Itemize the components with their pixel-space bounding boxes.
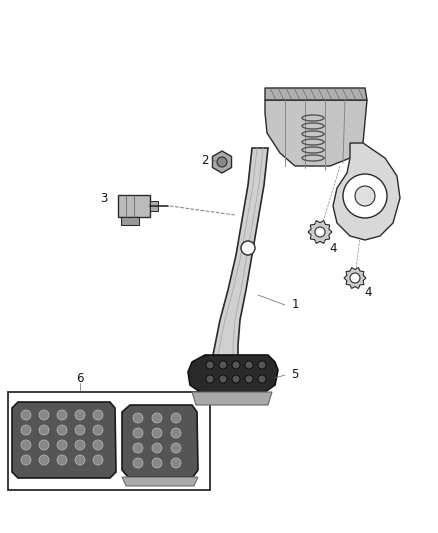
Polygon shape xyxy=(308,221,332,244)
Circle shape xyxy=(133,428,143,438)
Polygon shape xyxy=(122,477,198,486)
Circle shape xyxy=(75,410,85,420)
Polygon shape xyxy=(212,151,232,173)
Circle shape xyxy=(258,375,266,383)
Circle shape xyxy=(152,458,162,468)
Circle shape xyxy=(57,410,67,420)
Circle shape xyxy=(152,413,162,423)
Circle shape xyxy=(258,361,266,369)
Circle shape xyxy=(355,186,375,206)
Bar xyxy=(118,195,150,217)
Circle shape xyxy=(171,443,181,453)
Bar xyxy=(121,217,139,225)
Circle shape xyxy=(57,425,67,435)
Polygon shape xyxy=(265,88,367,100)
Text: 3: 3 xyxy=(100,191,108,205)
Circle shape xyxy=(39,455,49,465)
Circle shape xyxy=(75,425,85,435)
Circle shape xyxy=(21,425,31,435)
Polygon shape xyxy=(333,143,400,240)
Circle shape xyxy=(21,410,31,420)
Polygon shape xyxy=(344,268,366,288)
Circle shape xyxy=(39,425,49,435)
Text: 4: 4 xyxy=(364,287,372,300)
Circle shape xyxy=(152,443,162,453)
Circle shape xyxy=(21,440,31,450)
Circle shape xyxy=(152,428,162,438)
Circle shape xyxy=(39,440,49,450)
Polygon shape xyxy=(12,402,116,478)
Circle shape xyxy=(57,455,67,465)
Circle shape xyxy=(171,428,181,438)
Circle shape xyxy=(93,455,103,465)
Circle shape xyxy=(245,361,253,369)
Circle shape xyxy=(93,440,103,450)
Circle shape xyxy=(245,375,253,383)
Text: 4: 4 xyxy=(329,241,337,254)
Circle shape xyxy=(39,410,49,420)
Bar xyxy=(150,201,158,211)
Text: 2: 2 xyxy=(201,154,209,166)
Circle shape xyxy=(232,375,240,383)
Text: 6: 6 xyxy=(76,372,84,384)
Circle shape xyxy=(133,413,143,423)
Circle shape xyxy=(93,410,103,420)
Polygon shape xyxy=(122,405,198,477)
Polygon shape xyxy=(265,100,367,166)
Circle shape xyxy=(206,375,214,383)
Circle shape xyxy=(219,375,227,383)
Circle shape xyxy=(219,361,227,369)
Circle shape xyxy=(57,440,67,450)
Text: 5: 5 xyxy=(291,368,299,382)
Circle shape xyxy=(343,174,387,218)
Circle shape xyxy=(75,440,85,450)
Polygon shape xyxy=(212,148,268,360)
Circle shape xyxy=(133,458,143,468)
Circle shape xyxy=(217,157,227,167)
Polygon shape xyxy=(188,355,278,392)
Text: 1: 1 xyxy=(291,298,299,311)
Circle shape xyxy=(75,455,85,465)
Circle shape xyxy=(241,241,255,255)
Circle shape xyxy=(171,413,181,423)
Circle shape xyxy=(133,443,143,453)
Circle shape xyxy=(232,361,240,369)
Polygon shape xyxy=(192,392,272,405)
Circle shape xyxy=(93,425,103,435)
Circle shape xyxy=(350,273,360,283)
Circle shape xyxy=(171,458,181,468)
Circle shape xyxy=(315,227,325,237)
Circle shape xyxy=(21,455,31,465)
Circle shape xyxy=(206,361,214,369)
Bar xyxy=(8,392,210,490)
